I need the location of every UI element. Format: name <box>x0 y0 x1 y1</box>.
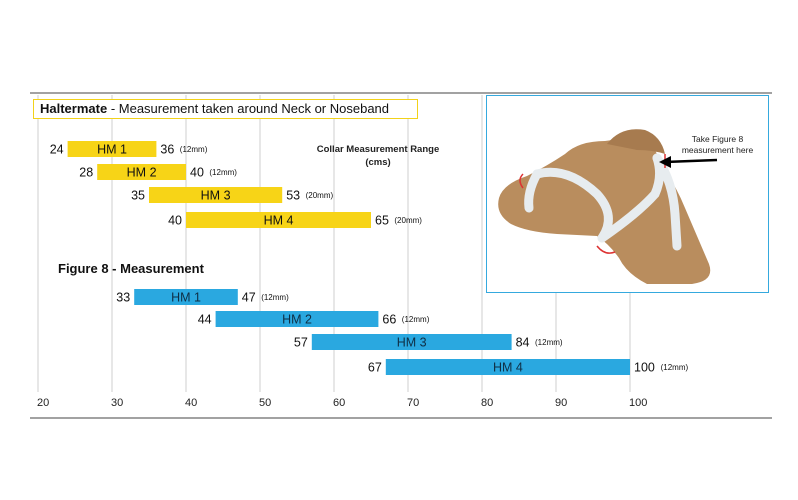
end-value-label: 47 <box>242 291 256 305</box>
bar-label: HM 1 <box>97 143 127 157</box>
x-tick-label-70: 70 <box>407 397 419 409</box>
start-value-label: 33 <box>116 291 130 305</box>
width-note-label: (12mm) <box>261 293 289 302</box>
end-value-label: 36 <box>160 143 174 157</box>
bar-figure8-2 <box>215 311 379 327</box>
end-value-label: 40 <box>190 166 204 180</box>
start-value-label: 35 <box>131 189 145 203</box>
bar-label: HM 4 <box>264 214 294 228</box>
x-tick-label-80: 80 <box>481 397 493 409</box>
end-value-label: 84 <box>516 336 530 350</box>
dog-head-icon <box>498 129 718 284</box>
bar-figure8-4 <box>385 359 630 375</box>
end-value-label: 53 <box>286 189 300 203</box>
range-title-line1: Collar Measurement Range <box>316 144 440 155</box>
haltermate-legend: Haltermate - Measurement taken around Ne… <box>33 99 418 119</box>
width-note-label: (12mm) <box>402 315 430 324</box>
dog-note: Take Figure 8 measurement here <box>670 134 765 156</box>
start-value-label: 57 <box>294 336 308 350</box>
x-tick-label-60: 60 <box>333 397 345 409</box>
haltermate-label: Haltermate <box>40 101 108 116</box>
start-value-label: 44 <box>198 313 212 327</box>
start-value-label: 24 <box>50 143 64 157</box>
bar-label: HM 3 <box>201 189 231 203</box>
width-note-label: (12mm) <box>209 168 237 177</box>
bar-haltermate-3 <box>149 187 283 203</box>
dog-note-line1: Take Figure 8 <box>691 134 744 144</box>
end-value-label: 100 <box>634 361 655 375</box>
range-title: Collar Measurement Range (cms) <box>298 143 458 169</box>
bar-figure8-1 <box>134 289 238 305</box>
figure8-title: Figure 8 - Measurement <box>58 261 204 276</box>
width-note-label: (20mm) <box>394 216 422 225</box>
width-note-label: (20mm) <box>306 191 334 200</box>
end-value-label: 65 <box>375 214 389 228</box>
bar-haltermate-4 <box>186 212 371 228</box>
bar-label: HM 2 <box>127 166 157 180</box>
dog-illustration-panel <box>486 95 769 293</box>
x-tick-label-90: 90 <box>555 397 567 409</box>
x-tick-label-100: 100 <box>629 397 647 409</box>
bar-label: HM 1 <box>171 291 201 305</box>
x-tick-label-30: 30 <box>111 397 123 409</box>
bar-label: HM 3 <box>397 336 427 350</box>
width-note-label: (12mm) <box>535 338 563 347</box>
width-note-label: (12mm) <box>661 363 689 372</box>
x-tick-label-40: 40 <box>185 397 197 409</box>
bar-label: HM 2 <box>282 313 312 327</box>
range-title-line2: (cms) <box>365 157 391 168</box>
start-value-label: 28 <box>79 166 93 180</box>
start-value-label: 67 <box>368 361 382 375</box>
bar-label: HM 4 <box>493 361 523 375</box>
x-tick-label-20: 20 <box>37 397 49 409</box>
bar-haltermate-2 <box>97 164 186 180</box>
x-tick-label-50: 50 <box>259 397 271 409</box>
bar-figure8-3 <box>311 334 512 350</box>
start-value-label: 40 <box>168 214 182 228</box>
end-value-label: 66 <box>382 313 396 327</box>
width-note-label: (12mm) <box>180 145 208 154</box>
haltermate-description: - Measurement taken around Neck or Noseb… <box>107 101 390 116</box>
dog-note-line2: measurement here <box>681 145 754 155</box>
bar-haltermate-1 <box>67 141 157 157</box>
